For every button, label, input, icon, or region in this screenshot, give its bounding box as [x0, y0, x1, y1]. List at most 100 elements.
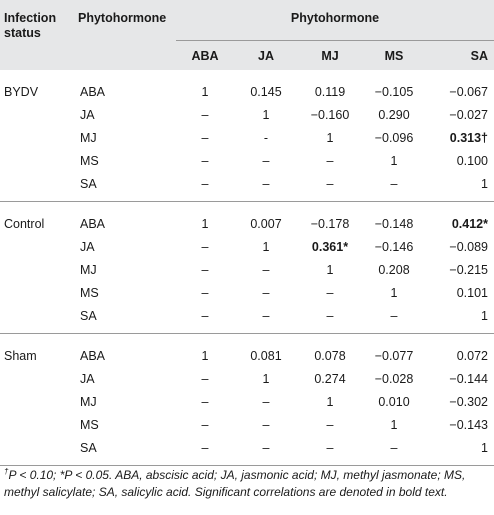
table-row: MJ – – 1 0.010 −0.302: [0, 390, 494, 413]
value-cell: −0.144: [449, 371, 488, 386]
value-cell: −0.302: [449, 394, 488, 409]
value-cell: –: [262, 285, 270, 300]
infection-status-cell: [0, 413, 74, 436]
value-cell: 1: [201, 84, 209, 99]
header-infection-status: Infection status: [0, 0, 74, 70]
phytohormone-cell: MJ: [80, 394, 97, 409]
value-cell: 0.119: [314, 84, 346, 99]
value-cell: −0.105: [374, 84, 414, 99]
value-cell: 1: [262, 371, 270, 386]
value-cell: 1: [390, 153, 398, 168]
value-cell: –: [262, 262, 270, 277]
value-cell: −0.028: [374, 371, 414, 386]
value-cell: –: [201, 239, 209, 254]
footnote-dagger: †: [4, 467, 9, 476]
table-row: MJ – – 1 0.208 −0.215: [0, 258, 494, 281]
value-cell: –: [201, 262, 209, 277]
value-cell: 1: [201, 348, 209, 363]
value-cell: 1: [326, 262, 334, 277]
infection-status-cell: [0, 436, 74, 466]
value-cell: −0.027: [449, 107, 488, 122]
phytohormone-cell: SA: [74, 436, 176, 466]
value-cell: −0.160: [310, 107, 350, 122]
table-row: MS – – – 1 0.101: [0, 281, 494, 304]
infection-status-cell: [0, 126, 74, 149]
value-cell: –: [362, 436, 426, 466]
value-cell: 0.007: [250, 216, 282, 231]
value-cell: –: [201, 285, 209, 300]
value-cell: –: [362, 304, 426, 334]
value-cell: –: [234, 304, 298, 334]
phytohormone-cell: ABA: [80, 348, 106, 363]
phytohormone-cell: MS: [80, 417, 99, 432]
subheader-mj: MJ: [298, 40, 362, 70]
phytohormone-cell: SA: [74, 172, 176, 202]
infection-status-cell: BYDV: [4, 84, 39, 99]
subheader-ms: MS: [362, 40, 426, 70]
value-cell: −0.148: [374, 216, 414, 231]
value-cell: 1: [426, 304, 494, 334]
infection-status-cell: [0, 258, 74, 281]
value-cell: 0.412*: [451, 216, 488, 231]
value-cell: −0.215: [449, 262, 488, 277]
phytohormone-cell: SA: [74, 304, 176, 334]
value-cell: –: [326, 153, 334, 168]
infection-status-cell: [0, 103, 74, 126]
infection-status-cell: [0, 281, 74, 304]
table-row: MJ – - 1 −0.096 0.313†: [0, 126, 494, 149]
infection-status-cell: [0, 149, 74, 172]
infection-status-cell: [0, 304, 74, 334]
header-phytohormone-span: Phytohormone: [176, 0, 494, 41]
value-cell: 1: [326, 130, 334, 145]
subheader-sa: SA: [426, 40, 494, 70]
value-cell: 1: [426, 172, 494, 202]
table-row: JA – 1 0.274 −0.028 −0.144: [0, 367, 494, 390]
value-cell: –: [262, 417, 270, 432]
value-cell: 0.100: [456, 153, 488, 168]
infection-status-cell: Sham: [4, 348, 37, 363]
value-cell: –: [201, 130, 209, 145]
subheader-aba: ABA: [176, 40, 234, 70]
value-cell: −0.146: [374, 239, 414, 254]
phytohormone-cell: JA: [80, 239, 95, 254]
value-cell: −0.077: [374, 348, 414, 363]
value-cell: 1: [390, 285, 398, 300]
phytohormone-cell: ABA: [80, 216, 106, 231]
value-cell: –: [362, 172, 426, 202]
value-cell: –: [234, 172, 298, 202]
value-cell: 0.313†: [449, 130, 488, 145]
infection-status-cell: [0, 172, 74, 202]
infection-status-cell: [0, 235, 74, 258]
footnote: †P < 0.10; *P < 0.05. ABA, abscisic acid…: [4, 467, 490, 501]
value-cell: –: [326, 285, 334, 300]
phytohormone-cell: ABA: [80, 84, 106, 99]
value-cell: –: [201, 107, 209, 122]
value-cell: 0.081: [250, 348, 282, 363]
table-row: Control ABA 1 0.007 −0.178 −0.148 0.412*: [0, 202, 494, 236]
subheader-ja: JA: [234, 40, 298, 70]
infection-status-cell: [0, 367, 74, 390]
value-cell: −0.178: [310, 216, 350, 231]
value-cell: 0.361*: [311, 239, 349, 254]
value-cell: –: [298, 436, 362, 466]
table-row: JA – 1 −0.160 0.290 −0.027: [0, 103, 494, 126]
phytohormone-cell: MS: [80, 153, 99, 168]
table-row: MS – – – 1 −0.143: [0, 413, 494, 436]
table-row: SA – – – –1: [0, 172, 494, 202]
table-row: BYDV ABA 1 0.145 0.119 −0.105 −0.067: [0, 70, 494, 103]
value-cell: –: [262, 394, 270, 409]
value-cell: –: [326, 417, 334, 432]
value-cell: −0.067: [449, 84, 488, 99]
value-cell: 0.078: [314, 348, 346, 363]
value-cell: –: [201, 371, 209, 386]
phytohormone-cell: JA: [80, 371, 95, 386]
value-cell: −0.143: [449, 417, 488, 432]
footnote-text: P < 0.10; *P < 0.05. ABA, abscisic acid;…: [4, 468, 466, 499]
value-cell: −0.096: [374, 130, 414, 145]
value-cell: 0.208: [378, 262, 410, 277]
value-cell: 1: [426, 436, 494, 466]
value-cell: –: [298, 172, 362, 202]
value-cell: 1: [326, 394, 334, 409]
infection-status-cell: [0, 390, 74, 413]
